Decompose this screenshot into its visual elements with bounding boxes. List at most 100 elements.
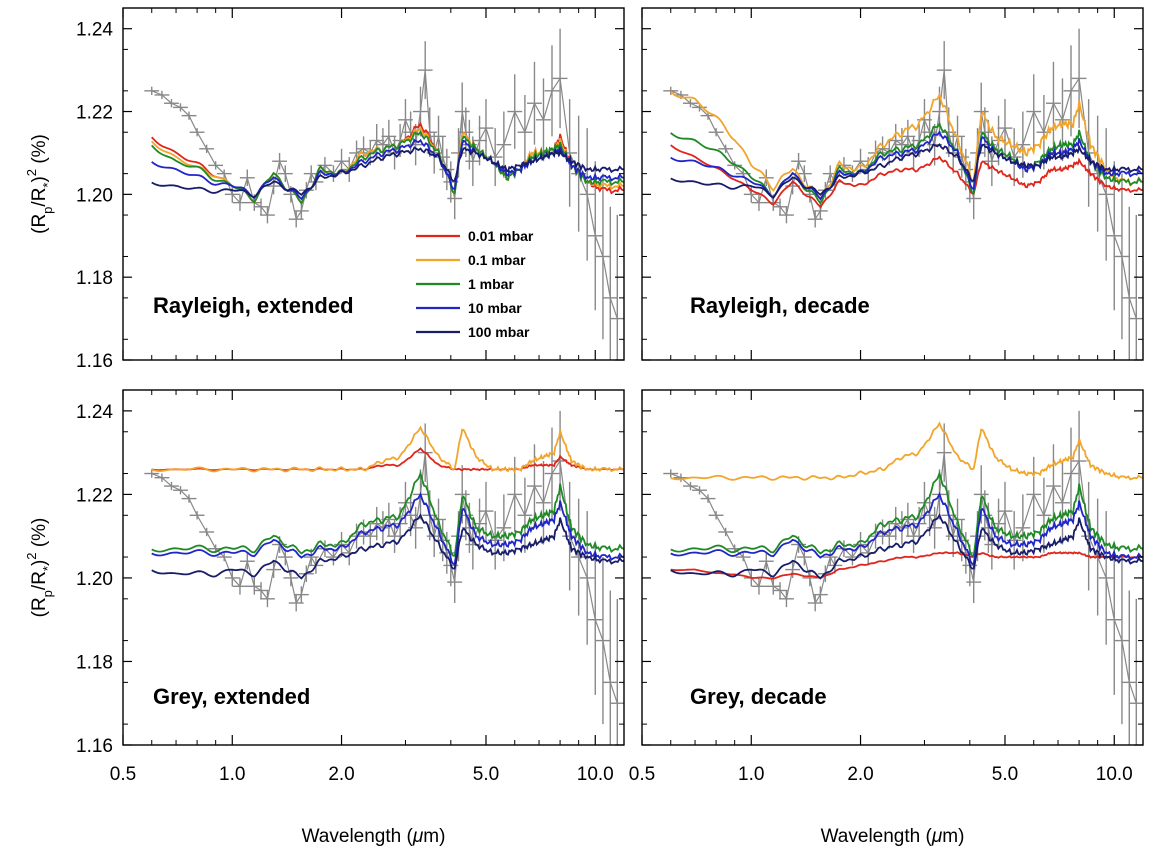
observed-link — [895, 140, 903, 146]
y-tick-label: 1.16 — [76, 351, 113, 372]
observed-link — [715, 131, 727, 150]
observed-link — [829, 556, 836, 566]
observed-link — [1052, 485, 1063, 504]
axes-frame — [641, 389, 1144, 746]
observed-link — [814, 210, 821, 220]
observed-link — [1078, 78, 1090, 154]
x-tick-label: 5.0 — [473, 764, 499, 785]
model-line-100-mbar — [151, 146, 624, 199]
observed-link — [758, 561, 767, 587]
observed-spectrum — [663, 410, 1143, 745]
legend-label: 10 mbar — [468, 300, 522, 316]
observed-link — [901, 519, 909, 529]
observed-link — [514, 111, 526, 133]
observed-link — [809, 194, 816, 220]
legend-label: 0.01 mbar — [468, 228, 534, 244]
y-tick-label: 1.24 — [76, 20, 113, 41]
observed-link — [279, 544, 286, 558]
observed-link — [461, 111, 467, 133]
observed-link — [273, 544, 281, 570]
observed-link — [1061, 90, 1072, 120]
model-line-10-mbar — [151, 491, 624, 566]
model-line-1-mbar — [670, 470, 1143, 557]
observed-link — [253, 585, 262, 591]
model-line-1-mbar — [670, 121, 1143, 205]
observed-link — [1013, 527, 1024, 541]
observed-link — [715, 514, 727, 533]
observed-link — [918, 119, 926, 141]
observed-link — [494, 527, 505, 541]
panel-label: Grey, extended — [153, 684, 310, 709]
observed-link — [969, 565, 975, 583]
observed-link — [206, 148, 217, 166]
observed-link — [382, 519, 390, 529]
observed-link — [792, 544, 800, 570]
observed-link — [798, 544, 805, 558]
observed-link — [690, 485, 700, 491]
observed-link — [670, 472, 682, 479]
observed-link — [938, 452, 945, 495]
y-tick-label: 1.24 — [76, 402, 113, 423]
observed-link — [188, 115, 198, 133]
observed-link — [399, 119, 407, 141]
observed-link — [586, 577, 596, 620]
observed-link — [609, 682, 618, 704]
observed-link — [310, 556, 317, 566]
observed-link — [161, 94, 172, 104]
observed-link — [758, 177, 767, 203]
observed-link — [690, 102, 700, 108]
observed-link — [479, 127, 487, 141]
observed-link — [991, 140, 1000, 162]
panel-3: 1.16 1.18 1.20 1.22 1.24 0.5 1.0 2.0 5.0 10.0 Grey… — [24, 389, 625, 847]
observed-link — [1078, 460, 1090, 537]
observed-link — [602, 640, 611, 683]
observed-link — [388, 519, 396, 537]
observed-link — [206, 531, 217, 549]
observed-link — [1004, 510, 1015, 541]
observed-link — [429, 515, 435, 537]
observed-link — [1061, 473, 1072, 503]
observed-link — [725, 148, 736, 166]
observed-link — [295, 210, 302, 220]
observed-link — [246, 177, 255, 203]
observed-link — [948, 515, 954, 537]
observed-link — [1128, 297, 1137, 319]
observed-link — [923, 119, 931, 133]
observed-link — [404, 119, 412, 133]
model-line-100-mbar — [670, 513, 1143, 580]
observed-link — [533, 485, 544, 504]
observed-link — [824, 556, 831, 574]
panel-label: Rayleigh, extended — [153, 293, 354, 318]
observed-link — [450, 565, 456, 583]
observed-link — [424, 452, 431, 516]
observed-link — [437, 136, 444, 158]
observed-link — [196, 514, 208, 533]
x-axis-title: Wavelength (μm) — [821, 826, 965, 847]
observed-link — [707, 498, 717, 516]
observed-link — [742, 556, 752, 579]
axes-frame — [122, 389, 625, 746]
observed-link — [1052, 102, 1063, 121]
model-line-0-1-mbar — [151, 425, 624, 474]
observed-link — [699, 106, 709, 117]
x-tick-label: 10.0 — [577, 764, 614, 785]
y-tick-label: 1.22 — [76, 485, 113, 506]
model-line-10-mbar — [670, 130, 1143, 201]
legend-label: 100 mbar — [468, 324, 530, 340]
model-line-0-01-mbar — [670, 144, 1143, 209]
y-tick-label: 1.20 — [76, 185, 113, 206]
observed-link — [419, 70, 426, 112]
observed-link — [215, 164, 225, 175]
observed-link — [188, 498, 198, 516]
observed-link — [524, 485, 536, 516]
observed-link — [223, 556, 233, 579]
observed-link — [196, 131, 208, 150]
observed-link — [415, 494, 422, 528]
observed-link — [503, 111, 516, 145]
panel-label: Grey, decade — [690, 684, 827, 709]
model-line-100-mbar — [151, 513, 624, 580]
observed-link — [419, 452, 426, 495]
observed-link — [901, 136, 909, 146]
observed-link — [934, 494, 941, 528]
observed-link — [171, 102, 181, 108]
